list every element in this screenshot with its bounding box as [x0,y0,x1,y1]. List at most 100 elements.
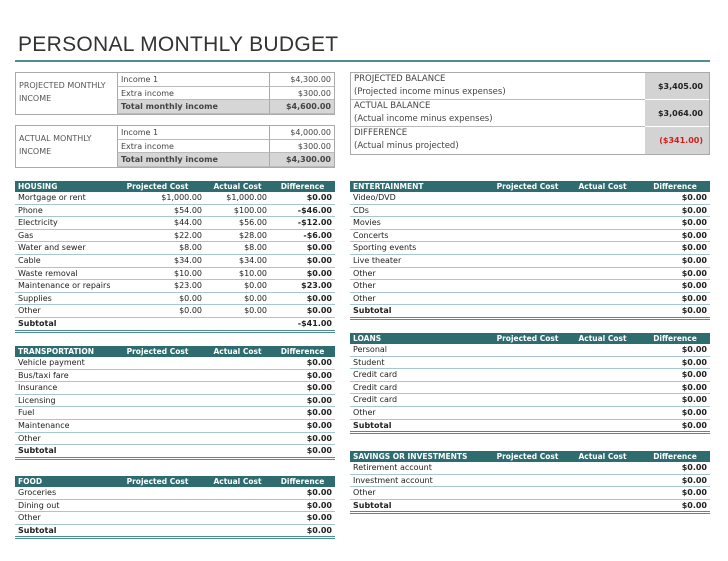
balance-label: ACTUAL BALANCE [354,101,431,111]
row-label: Other [350,280,490,293]
cost-cell [490,407,565,420]
cost-cell [490,394,565,407]
row-label: Retirement account [350,462,490,475]
column-header: Projected Cost [110,476,205,487]
cost-cell: $0.00 [205,280,270,293]
income-amount: $4,300.00 [269,153,334,168]
income-item: Extra income [117,139,269,154]
column-header: LOANS [350,333,490,344]
balance-note: (Projected income minus expenses) [351,86,645,100]
subtotal-label: Subtotal [15,445,270,460]
column-header: Projected Cost [490,451,565,462]
cost-cell: $0.00 [270,500,335,513]
cost-cell: $54.00 [110,205,205,218]
cost-cell [490,475,565,488]
column-header: Actual Cost [565,451,640,462]
cost-cell: $0.00 [270,268,335,281]
column-header: HOUSING [15,181,110,192]
row-label: Live theater [350,255,490,268]
cost-cell: $0.00 [640,268,710,281]
balance-value: ($341.00) [645,127,709,154]
cost-cell: $22.00 [110,230,205,243]
cost-cell: $0.00 [270,192,335,205]
cost-cell: $0.00 [640,475,710,488]
subtotal-value: $0.00 [270,525,335,540]
cost-cell [205,382,270,395]
cost-cell [110,370,205,383]
subtotal-value: $0.00 [270,445,335,460]
row-label: Other [350,268,490,281]
row-label: Investment account [350,475,490,488]
cost-cell [205,357,270,370]
income-amount: $4,300.00 [269,73,334,87]
row-label: Groceries [15,487,110,500]
row-label: Maintenance [15,420,110,433]
cost-cell [565,280,640,293]
cost-cell [565,192,640,205]
cost-cell: $0.00 [270,305,335,318]
column-header: Difference [270,181,335,192]
income-item: Extra income [117,86,269,101]
row-label: Other [15,433,110,446]
column-header: SAVINGS OR INVESTMENTS [350,451,490,462]
cost-cell: $56.00 [205,217,270,230]
row-label: Dining out [15,500,110,513]
cost-cell: $0.00 [640,344,710,357]
row-label: Licensing [15,395,110,408]
cost-cell [565,268,640,281]
row-label: Sporting events [350,242,490,255]
cost-cell [565,487,640,500]
balance-note: (Actual income minus expenses) [351,113,645,127]
cost-cell: $0.00 [640,394,710,407]
row-label: CDs [350,205,490,218]
cost-cell: $44.00 [110,217,205,230]
cost-cell [110,395,205,408]
cost-cell [110,407,205,420]
cost-cell: $1,000.00 [110,192,205,205]
cost-cell: $23.00 [110,280,205,293]
cost-cell: $0.00 [640,230,710,243]
cost-cell: $0.00 [205,305,270,318]
cost-cell [490,255,565,268]
cost-cell: $23.00 [270,280,335,293]
cost-cell: $0.00 [270,512,335,525]
cost-cell: $0.00 [640,192,710,205]
income-item: Total monthly income [117,153,269,168]
subtotal-label: Subtotal [350,305,640,320]
cost-cell: $0.00 [640,217,710,230]
balance-label: DIFFERENCE [354,128,408,138]
cost-cell: $0.00 [205,293,270,306]
cost-cell: $0.00 [110,305,205,318]
cost-cell [110,382,205,395]
column-header: Actual Cost [205,476,270,487]
column-header: FOOD [15,476,110,487]
column-header: Actual Cost [565,333,640,344]
cost-cell [490,242,565,255]
cost-cell: $0.00 [110,293,205,306]
cost-cell: $10.00 [205,268,270,281]
cost-cell [490,382,565,395]
cost-cell [490,230,565,243]
row-label: Concerts [350,230,490,243]
cost-cell [205,500,270,513]
balance-value: $3,064.00 [645,100,709,127]
column-header: Difference [640,181,710,192]
cost-cell [205,395,270,408]
cost-cell: $1,000.00 [205,192,270,205]
cost-cell [565,369,640,382]
row-label: Supplies [15,293,110,306]
row-label: Other [350,293,490,306]
subtotal-value: $0.00 [640,500,710,515]
cost-cell [205,512,270,525]
cost-cell: $0.00 [270,420,335,433]
column-header: ENTERTAINMENT [350,181,490,192]
income-label: ACTUAL MONTHLY INCOME [19,134,92,156]
row-label: Credit card [350,394,490,407]
row-label: Credit card [350,382,490,395]
row-label: Insurance [15,382,110,395]
cost-cell: $10.00 [110,268,205,281]
cost-cell [565,255,640,268]
cost-cell [565,205,640,218]
column-header: Actual Cost [565,181,640,192]
column-header: Difference [270,476,335,487]
